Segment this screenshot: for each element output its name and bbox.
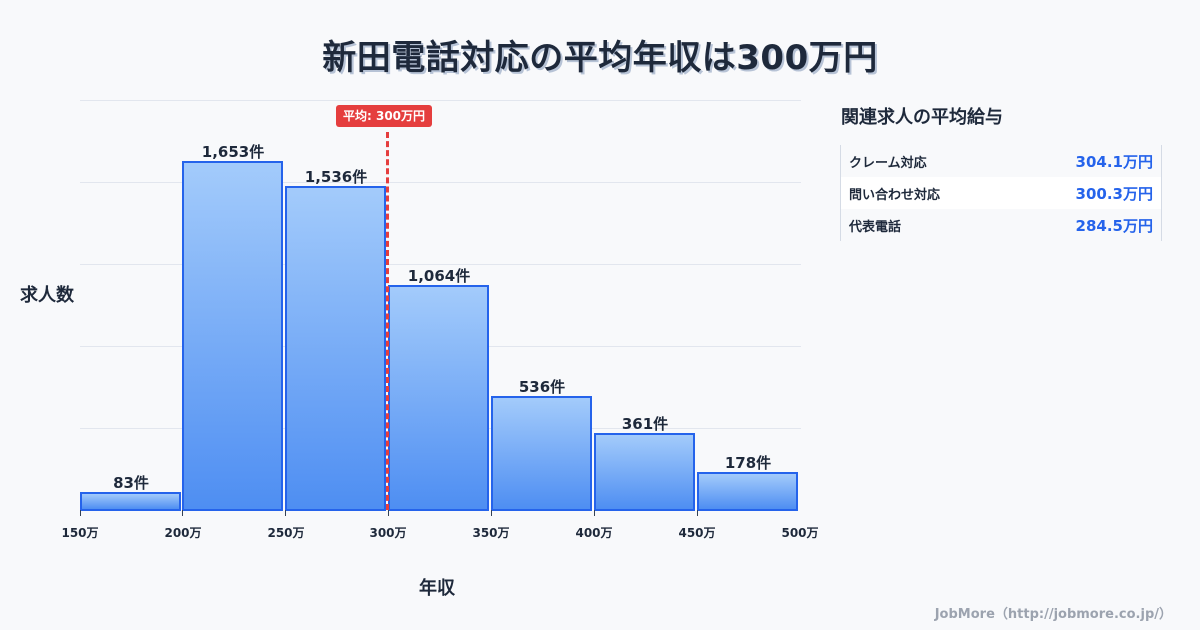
bar-value-label: 1,653件 [201,143,265,161]
related-jobs-table: クレーム対応 304.1万円 問い合わせ対応 300.3万円 代表電話 284.… [840,145,1162,241]
bar-450-500 [697,472,798,511]
average-badge: 平均: 300万円 [336,105,433,127]
x-tick [388,510,389,516]
related-job-salary: 304.1万円 [1075,152,1153,171]
x-tick-label: 400万 [575,526,613,540]
x-tick-label: 300万 [369,526,407,540]
histogram-chart: 83件 1,653件 1,536件 1,064件 536件 361件 178件 … [61,100,819,540]
x-tick-label: 200万 [164,526,202,540]
related-job-name: クレーム対応 [849,155,927,171]
related-job-salary: 284.5万円 [1075,216,1153,235]
bar-value-label: 1,536件 [304,168,368,186]
bar-value-label: 1,064件 [407,267,471,285]
x-tick [697,510,698,516]
bar-200-250 [182,161,283,511]
bar-value-label: 536件 [518,378,566,396]
x-tick [182,510,183,516]
x-tick [285,510,286,516]
gridline [80,264,801,265]
x-tick [491,510,492,516]
x-tick [80,510,81,516]
x-tick-label: 350万 [472,526,510,540]
y-axis-label: 求人数 [20,285,74,306]
related-jobs-title: 関連求人の平均給与 [841,107,1003,128]
related-job-salary: 300.3万円 [1075,184,1153,203]
gridline [80,182,801,183]
related-job-row: クレーム対応 304.1万円 [841,145,1161,177]
bar-value-label: 361件 [621,415,669,433]
page-title: 新田電話対応の平均年収は300万円 [322,38,878,78]
gridline [80,100,801,101]
bar-400-450 [594,433,695,511]
average-reference-line [386,132,389,510]
related-job-row: 代表電話 284.5万円 [841,209,1161,241]
bar-value-label: 83件 [113,474,149,492]
related-job-name: 代表電話 [849,219,902,235]
bar-250-300 [285,186,386,511]
source-credit: JobMore（http://jobmore.co.jp/） [934,607,1172,622]
related-job-row: 問い合わせ対応 300.3万円 [841,177,1161,209]
bar-150-200 [80,492,181,511]
x-tick-label: 250万 [267,526,305,540]
bar-300-350 [388,285,489,511]
bar-value-label: 178件 [724,454,772,472]
related-job-name: 問い合わせ対応 [849,187,941,203]
x-axis-label: 年収 [419,578,455,599]
bar-350-400 [491,396,592,511]
x-tick-label: 500万 [781,526,819,540]
x-tick-label: 450万 [678,526,716,540]
x-tick [594,510,595,516]
x-tick-label: 150万 [61,526,99,540]
